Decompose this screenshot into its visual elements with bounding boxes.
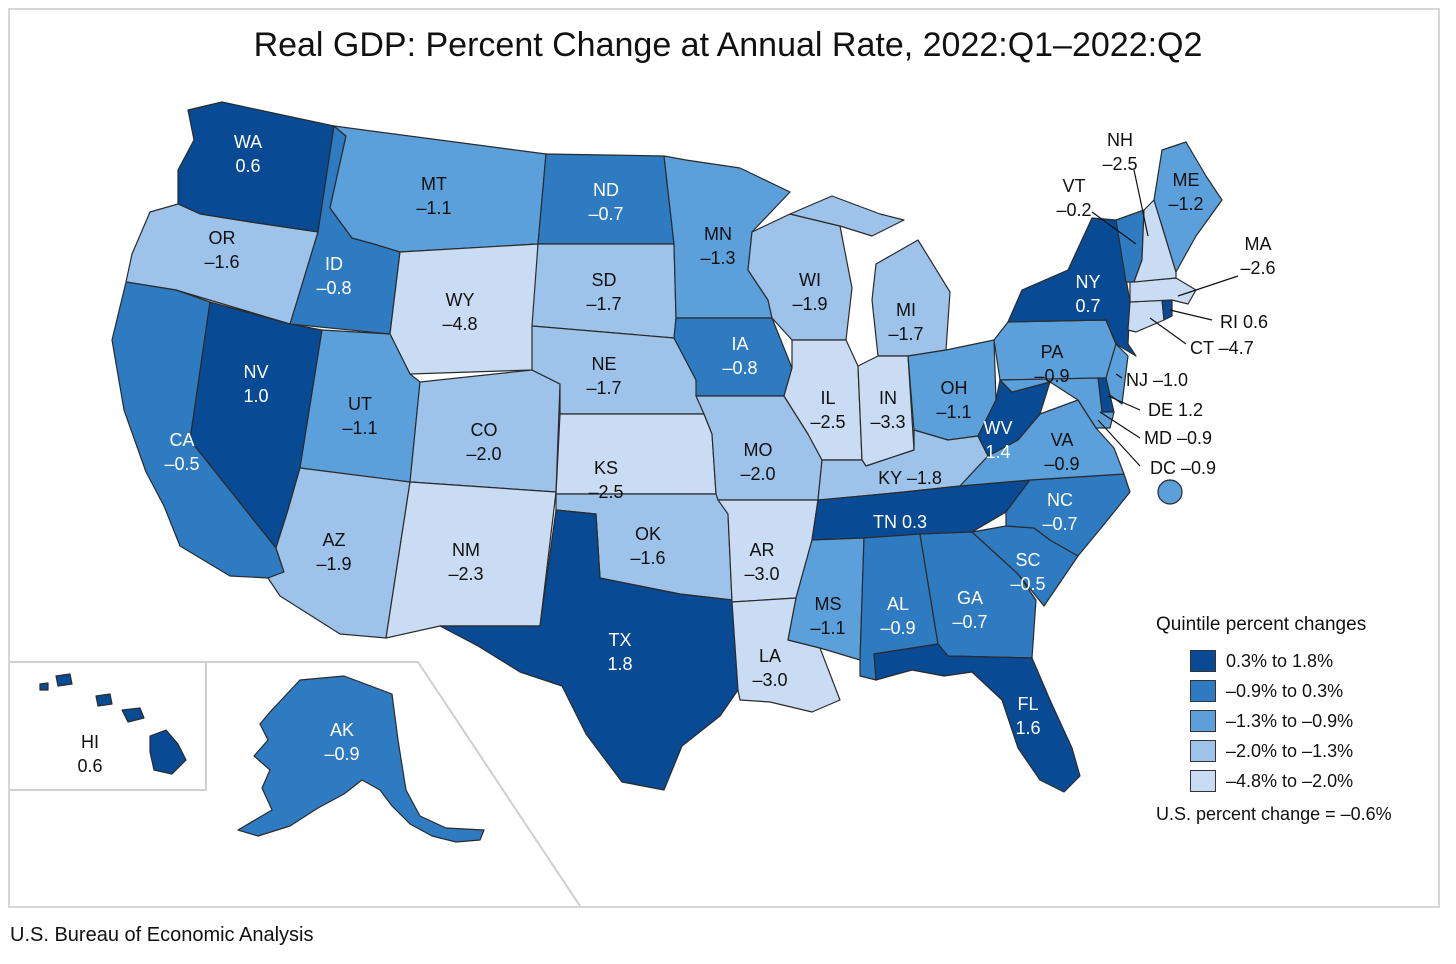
state-label-ct: CT –4.7 — [1190, 338, 1254, 358]
state-label-ga: GA –0.7 — [952, 588, 987, 632]
state-label-mt: MT –1.1 — [416, 174, 451, 218]
state-label-de: DE 1.2 — [1148, 400, 1203, 420]
state-label-tn: TN 0.3 — [873, 512, 927, 532]
leader-lines — [1091, 169, 1239, 467]
state-wy[interactable] — [389, 243, 539, 375]
state-label-nm: NM –2.3 — [448, 540, 483, 584]
state-label-ms: MS –1.1 — [810, 594, 845, 638]
state-fl[interactable] — [873, 643, 1081, 793]
inset-divider — [10, 662, 207, 791]
state-label-ia: IA –0.8 — [722, 334, 757, 378]
state-hi-group[interactable] — [39, 673, 187, 775]
legend-item: –2.0% to –1.3% — [1156, 736, 1446, 766]
state-label-dc: DC –0.9 — [1150, 458, 1216, 478]
state-label-ks: KS –2.5 — [588, 458, 623, 502]
state-label-ky: KY –1.8 — [878, 468, 942, 488]
inset-border — [10, 661, 581, 907]
state-label-mo: MO –2.0 — [740, 440, 775, 484]
state-label-wv: WV 1.4 — [984, 418, 1013, 462]
state-me[interactable] — [1153, 141, 1223, 273]
state-label-tx: TX 1.8 — [607, 630, 632, 674]
state-label-mn: MN –1.3 — [700, 224, 735, 268]
state-label-ny: NY 0.7 — [1075, 272, 1100, 316]
state-dc[interactable] — [1157, 479, 1183, 505]
state-tx[interactable] — [439, 509, 739, 791]
state-label-nj: NJ –1.0 — [1126, 370, 1188, 390]
state-label-or: OR –1.6 — [204, 228, 239, 272]
legend-item: 0.3% to 1.8% — [1156, 646, 1446, 676]
legend-swatch — [1190, 650, 1216, 672]
legend-label: –4.8% to –2.0% — [1226, 770, 1354, 791]
legend-item: –4.8% to –2.0% — [1156, 766, 1446, 796]
state-label-pa: PA –0.9 — [1034, 342, 1069, 386]
state-label-nd: ND –0.7 — [588, 180, 623, 224]
state-label-ne: NE –1.7 — [586, 354, 621, 398]
state-md[interactable] — [999, 377, 1115, 429]
legend-label: –2.0% to –1.3% — [1226, 740, 1354, 761]
state-label-ca: CA –0.5 — [164, 430, 199, 474]
state-label-oh: OH –1.1 — [936, 378, 971, 422]
legend-label: –1.3% to –0.9% — [1226, 710, 1354, 731]
legend-title: Quintile percent changes — [1156, 614, 1367, 635]
state-ks[interactable] — [555, 413, 717, 495]
state-label-in: IN –3.3 — [870, 388, 905, 432]
state-label-hi: HI 0.6 — [77, 732, 102, 776]
state-label-wa: WA 0.6 — [234, 132, 262, 176]
state-labels: WA 0.6 OR –1.6 CA –0.5 ID –0.8 NV 1.0 MT –1.1 WY –4.8… — [77, 132, 1100, 776]
state-label-ak: AK –0.9 — [324, 720, 359, 764]
state-label-ri: RI 0.6 — [1220, 312, 1268, 332]
legend-item: –1.3% to –0.9% — [1156, 706, 1446, 736]
state-label-wy: WY –4.8 — [442, 290, 477, 334]
legend-label: 0.3% to 1.8% — [1226, 650, 1334, 671]
state-in[interactable] — [857, 355, 915, 467]
callout-labels: NH –2.5 VT –0.2 ME –1.2 MA –2.6 RI 0.6 CT –4.7NJ … — [1056, 130, 1275, 478]
state-label-ut: UT –1.1 — [342, 394, 377, 438]
legend: Quintile percent changes 0.3% to 1.8% –0… — [1156, 614, 1446, 825]
legend-swatch — [1190, 770, 1216, 792]
state-label-ma: MA –2.6 — [1240, 234, 1275, 278]
state-label-az: AZ –1.9 — [316, 530, 351, 574]
state-label-vt: VT –0.2 — [1056, 176, 1091, 220]
state-label-al: AL –0.9 — [880, 594, 915, 638]
state-label-sd: SD –1.7 — [586, 270, 621, 314]
state-ak[interactable] — [237, 675, 485, 843]
legend-label: –0.9% to 0.3% — [1226, 680, 1344, 701]
state-label-md: MD –0.9 — [1144, 428, 1212, 448]
map-title: Real GDP: Percent Change at Annual Rate,… — [253, 26, 1203, 64]
state-sd[interactable] — [531, 243, 677, 339]
state-label-mi: MI –1.7 — [888, 300, 923, 344]
legend-item: –0.9% to 0.3% — [1156, 676, 1446, 706]
legend-swatch — [1190, 740, 1216, 762]
state-label-nh: NH –2.5 — [1102, 130, 1137, 174]
chart-frame — [8, 8, 1440, 908]
state-mi-upper[interactable] — [789, 195, 905, 237]
state-label-va: VA –0.9 — [1044, 430, 1079, 474]
state-nm[interactable] — [385, 481, 557, 639]
legend-swatch — [1190, 680, 1216, 702]
source-credit: U.S. Bureau of Economic Analysis — [10, 924, 314, 946]
state-label-ar: AR –3.0 — [744, 540, 779, 584]
state-label-me: ME –1.2 — [1168, 170, 1203, 214]
state-label-il: IL –2.5 — [810, 388, 845, 432]
state-label-wi: WI –1.9 — [792, 270, 827, 314]
state-label-fl: FL 1.6 — [1015, 694, 1040, 738]
state-co[interactable] — [409, 369, 561, 493]
state-label-nv: NV 1.0 — [243, 362, 268, 406]
state-label-id: ID –0.8 — [316, 254, 351, 298]
state-label-la: LA –3.0 — [752, 646, 787, 690]
state-label-ok: OK –1.6 — [630, 524, 665, 568]
state-ct[interactable] — [1127, 299, 1165, 333]
legend-swatch — [1190, 710, 1216, 732]
state-label-nc: NC –0.7 — [1042, 490, 1077, 534]
state-label-sc: SC –0.5 — [1010, 550, 1045, 594]
state-label-co: CO –2.0 — [466, 420, 501, 464]
us-percent-change: U.S. percent change = –0.6% — [1156, 804, 1392, 824]
